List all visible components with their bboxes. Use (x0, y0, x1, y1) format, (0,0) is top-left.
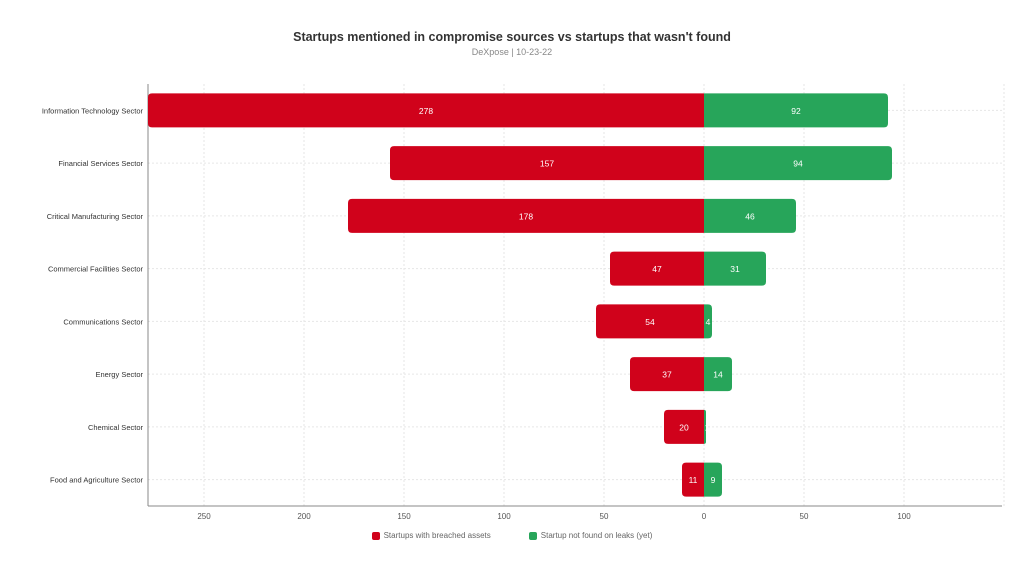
category-labels: Information Technology Sector Financial S… (42, 106, 144, 484)
bar-breached (390, 146, 704, 181)
bar-breached (664, 409, 704, 444)
data-label-breached: 11 (689, 475, 698, 485)
bar-not-found (704, 462, 722, 497)
data-label-not-found: 1 (705, 422, 710, 432)
data-label-not-found: 9 (711, 475, 716, 485)
data-label-breached: 278 (419, 106, 433, 116)
legend-swatch-not-found (528, 531, 537, 540)
category-label: Food and Agriculture Sector (50, 476, 143, 485)
x-tick-label: 250 (197, 512, 211, 521)
legend: Startups with breached assets Startup no… (0, 531, 1024, 540)
data-label-breached: 47 (652, 264, 662, 274)
x-tick-label: 100 (497, 512, 511, 521)
data-label-breached: 20 (679, 422, 689, 432)
data-label-breached: 54 (645, 317, 655, 327)
bar-breached (630, 357, 704, 392)
bar-not-found (704, 357, 732, 392)
category-label: Energy Sector (95, 370, 143, 379)
chart-subtitle: DeXpose | 10-23-22 (471, 47, 553, 57)
category-label: Information Technology Sector (42, 106, 144, 115)
data-label-not-found: 92 (791, 106, 801, 116)
legend-label-not-found: Startup not found on leaks (yet) (540, 531, 653, 540)
data-label-breached: 178 (519, 211, 533, 221)
bar-breached (596, 304, 704, 339)
category-label: Communications Sector (63, 317, 143, 326)
category-label: Chemical Sector (88, 423, 144, 432)
data-label-breached: 157 (540, 159, 554, 169)
data-label-not-found: 46 (745, 211, 755, 221)
x-tick-label: 200 (297, 512, 311, 521)
data-label-not-found: 4 (706, 317, 711, 327)
x-tick-label: 150 (397, 512, 411, 521)
legend-label-breached: Startups with breached assets (383, 531, 491, 540)
data-label-not-found: 31 (730, 264, 740, 274)
bar-breached (148, 93, 704, 128)
x-axis-ticks: 250 200 150 100 50 0 50 100 (197, 512, 911, 521)
category-label: Critical Manufacturing Sector (47, 212, 144, 221)
legend-item-not-found[interactable]: Startup not found on leaks (yet) (528, 531, 653, 540)
x-tick-label: 100 (897, 512, 911, 521)
legend-item-breached[interactable]: Startups with breached assets (371, 531, 491, 540)
x-tick-label: 50 (600, 512, 609, 521)
data-label-not-found: 14 (713, 370, 723, 380)
x-tick-label: 50 (800, 512, 809, 521)
bar-not-found (704, 93, 888, 128)
bar-not-found (704, 251, 766, 286)
bar-not-found (704, 304, 712, 339)
bar-not-found (704, 409, 706, 444)
data-label-not-found: 94 (793, 159, 803, 169)
category-label: Financial Services Sector (58, 159, 143, 168)
bar-not-found (704, 146, 892, 181)
bar-breached (348, 198, 704, 233)
legend-swatch-breached (371, 531, 380, 540)
x-tick-label: 0 (702, 512, 707, 521)
chart-title: Startups mentioned in compromise sources… (293, 30, 731, 44)
bar-breached (682, 462, 704, 497)
grid-lines (147, 84, 1005, 507)
category-label: Commercial Facilities Sector (48, 265, 144, 274)
data-label-breached: 37 (662, 370, 672, 380)
bar-not-found (704, 198, 796, 233)
bar-breached (610, 251, 704, 286)
